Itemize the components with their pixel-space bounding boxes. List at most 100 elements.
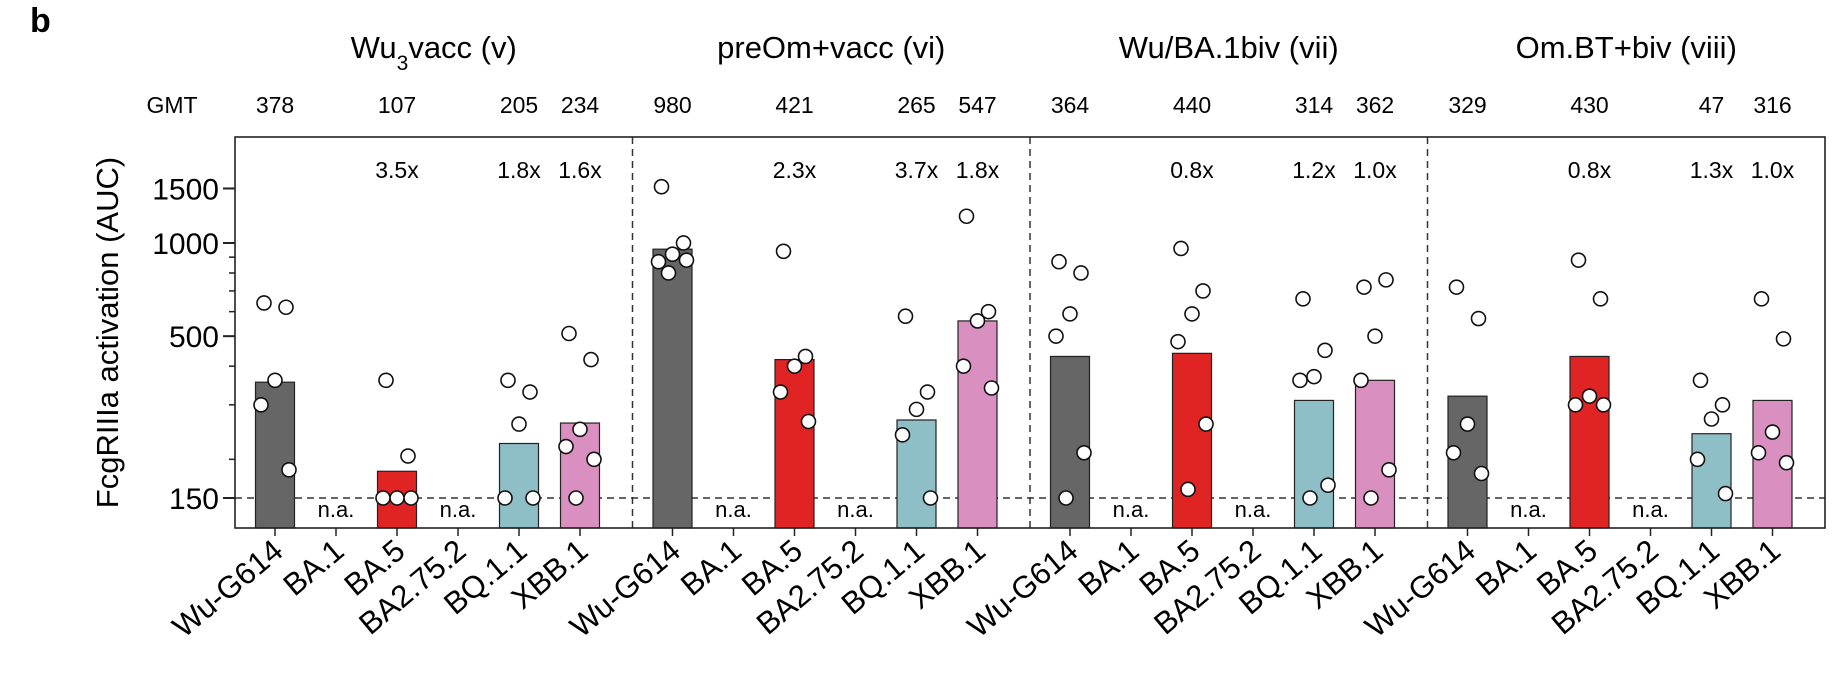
data-point (1367, 328, 1383, 344)
gmt-value: 378 (256, 92, 294, 118)
data-point (1198, 416, 1214, 432)
data-point (500, 372, 516, 389)
bar-ba5 (1569, 355, 1610, 529)
fold-change-label: 1.8x (956, 157, 1000, 183)
data-point (1717, 485, 1734, 502)
data-point (653, 178, 670, 195)
bar-xbb1 (957, 320, 998, 529)
fold-change-label: 3.5x (375, 157, 419, 183)
data-point (980, 303, 997, 320)
data-point (919, 384, 936, 400)
data-point (1692, 372, 1709, 389)
gmt-value: 314 (1295, 92, 1334, 118)
data-point (1750, 444, 1767, 461)
gmt-value: 234 (561, 92, 600, 118)
y-tick-label: 1000 (152, 228, 219, 261)
fold-change-label: 0.8x (1170, 157, 1214, 183)
data-point (894, 427, 911, 443)
fold-change-label: 0.8x (1568, 157, 1612, 183)
x-tick-label: BA.1 (1072, 533, 1146, 603)
data-point (786, 358, 803, 374)
gmt-value: 362 (1356, 92, 1394, 118)
data-point (1058, 490, 1074, 506)
data-point (1173, 240, 1189, 257)
bar-ba5 (1171, 352, 1213, 529)
data-point (1184, 306, 1200, 322)
not-available-label: n.a. (1510, 497, 1547, 522)
gmt-label: GMT (146, 92, 197, 118)
group-title-rest: vacc (v) (408, 30, 517, 65)
not-available-label: n.a. (318, 497, 355, 522)
y-tick-label: 1500 (152, 173, 219, 206)
data-point (660, 265, 677, 281)
group-title: preOm+vacc (vi) (717, 30, 945, 65)
not-available-label: n.a. (1113, 497, 1150, 522)
data-point (678, 252, 695, 268)
data-point (1292, 372, 1308, 389)
not-available-label: n.a. (837, 497, 874, 522)
data-point (1295, 291, 1311, 307)
not-available-label: n.a. (1632, 497, 1669, 522)
data-point (1448, 279, 1465, 295)
data-point (400, 448, 416, 464)
bar-bq11 (498, 442, 540, 529)
not-available-label: n.a. (1235, 497, 1272, 522)
data-point (1753, 291, 1770, 307)
x-tick-label: BA.1 (277, 533, 351, 603)
data-point (572, 421, 588, 438)
gmt-value: 364 (1051, 92, 1090, 118)
data-point (389, 490, 405, 506)
gmt-value: 47 (1699, 92, 1725, 118)
data-point (775, 243, 792, 260)
data-point (1317, 342, 1333, 359)
data-point (525, 490, 541, 506)
data-point (675, 235, 692, 251)
data-point (1051, 253, 1067, 270)
data-point (650, 253, 667, 270)
data-point (1356, 279, 1372, 295)
fold-change-label: 1.3x (1690, 157, 1734, 183)
gmt-value: 316 (1753, 92, 1791, 118)
data-point (1595, 397, 1612, 413)
data-point (1195, 283, 1211, 299)
group-title-main: preOm+vacc (vi) (717, 30, 945, 65)
data-point (1714, 397, 1731, 413)
fold-change-label: 1.0x (1751, 157, 1795, 183)
group-title: Wu3vacc (v) (351, 30, 517, 75)
group-4: Om.BT+biv (viii)329Wu-G614n.a.BA.14300.8… (1358, 30, 1794, 644)
data-point (772, 384, 789, 400)
data-point (375, 490, 391, 506)
data-point (1703, 411, 1720, 427)
data-point (983, 380, 1000, 396)
data-point (256, 295, 272, 311)
panel-letter: b (30, 2, 51, 40)
data-point (1581, 388, 1598, 404)
gmt-value: 421 (775, 92, 813, 118)
gmt-value: 107 (378, 92, 416, 118)
data-point (1320, 477, 1336, 493)
group-2: preOm+vacc (vi)980Wu-G614n.a.BA.14212.3x… (563, 30, 999, 644)
data-point (278, 299, 294, 316)
fold-change-label: 1.0x (1353, 157, 1397, 183)
data-point (1592, 291, 1609, 307)
x-tick-label: BA.1 (674, 533, 748, 603)
gmt-value: 205 (500, 92, 538, 118)
data-point (958, 208, 975, 225)
data-point (522, 384, 538, 400)
gmt-value: 980 (653, 92, 691, 118)
data-point (583, 351, 599, 368)
data-point (1378, 272, 1394, 288)
fold-change-label: 1.2x (1292, 157, 1336, 183)
data-point (897, 308, 914, 325)
data-point (1570, 252, 1587, 268)
bar-bq11 (1691, 433, 1732, 529)
gmt-value: 329 (1448, 92, 1486, 118)
gmt-value: 440 (1173, 92, 1211, 118)
x-tick-label: BA.1 (1469, 533, 1543, 603)
bar-wu-g614 (652, 248, 693, 529)
data-point (1764, 424, 1781, 440)
data-point (908, 401, 925, 418)
fold-change-label: 2.3x (773, 157, 817, 183)
data-point (403, 490, 419, 506)
